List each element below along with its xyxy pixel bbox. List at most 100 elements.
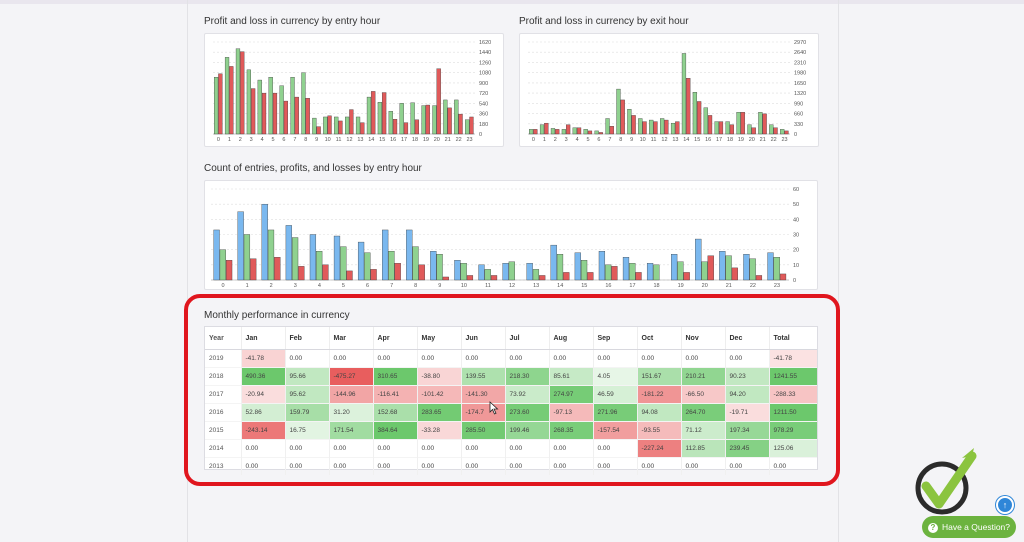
y-tick-label: 20 — [793, 248, 799, 254]
bar — [767, 252, 774, 281]
value-cell: 0.00 — [284, 349, 329, 368]
x-tick-label: 15 — [379, 137, 385, 143]
bar — [635, 272, 642, 281]
bar — [697, 101, 702, 135]
value-cell: 0.00 — [504, 349, 549, 368]
x-tick-label: 9 — [315, 137, 318, 143]
bar — [631, 115, 636, 135]
x-tick-label: 14 — [368, 137, 374, 143]
y-tick-label: 720 — [479, 91, 488, 97]
bar — [333, 235, 341, 281]
bar — [773, 257, 780, 281]
year-cell: 2016 — [205, 403, 241, 422]
bar — [219, 249, 226, 281]
bar — [780, 129, 785, 135]
bar — [703, 107, 708, 135]
scroll-to-top-button[interactable]: ↑ — [996, 496, 1014, 514]
value-cell: -227.24 — [636, 439, 681, 458]
bar — [382, 229, 389, 281]
count-by-entry-hour-chart: 0 10 20 30 40 50 60 0 1 2 3 4 5 6 7 8 9 10 11 12 13 14 15 16 17 1… — [204, 180, 818, 290]
x-tick-label: 7 — [608, 137, 611, 143]
x-tick-label: 8 — [304, 137, 307, 143]
bar — [388, 251, 395, 281]
bar — [298, 266, 305, 281]
value-cell: 285.50 — [460, 421, 505, 440]
value-cell: 0.00 — [724, 349, 769, 368]
bar — [382, 92, 387, 135]
bar — [478, 264, 485, 281]
value-cell: 0.00 — [416, 349, 461, 368]
bar — [566, 124, 571, 135]
bar — [458, 113, 463, 135]
x-tick-label: 6 — [366, 283, 369, 289]
bar — [653, 264, 660, 281]
y-tick-label: 50 — [793, 202, 799, 208]
bar — [454, 99, 459, 135]
bar — [312, 117, 317, 135]
value-cell: 0.00 — [548, 439, 593, 458]
bar — [629, 263, 636, 281]
value-cell: -19.71 — [724, 403, 769, 422]
y-tick-label: 0 — [793, 278, 796, 284]
bar — [235, 48, 241, 135]
x-tick-label: 1 — [228, 137, 231, 143]
bar — [323, 116, 328, 135]
bar — [784, 130, 789, 135]
bar — [290, 77, 295, 135]
value-cell: -41.78 — [768, 349, 817, 368]
y-tick-label: 1440 — [479, 50, 491, 56]
bar — [364, 252, 371, 281]
x-tick-label: 22 — [750, 283, 756, 289]
value-cell: 0.00 — [636, 457, 681, 475]
have-a-question-button[interactable]: ? Have a Question? — [922, 516, 1016, 538]
value-cell: 1241.55 — [768, 367, 817, 386]
x-tick-label: 17 — [401, 137, 407, 143]
bar — [301, 72, 306, 135]
value-cell: 0.00 — [240, 439, 285, 458]
y-tick-label: 0 — [479, 132, 482, 138]
value-cell: 0.00 — [240, 457, 285, 475]
monthly-performance-title: Monthly performance in currency — [204, 310, 350, 321]
bar — [349, 109, 354, 135]
bar — [403, 122, 409, 135]
bar — [218, 73, 223, 135]
value-cell: 139.55 — [460, 367, 505, 386]
bar — [508, 261, 515, 281]
value-cell: 0.00 — [724, 457, 769, 475]
bar — [425, 104, 430, 135]
bar — [418, 264, 425, 281]
x-tick-label: 19 — [738, 137, 744, 143]
x-tick-label: 1 — [543, 137, 546, 143]
y-tick-label: 1620 — [479, 40, 491, 46]
y-tick-label: 360 — [479, 112, 488, 118]
value-cell: 85.61 — [548, 367, 593, 386]
value-cell: 52.86 — [240, 403, 285, 422]
bar — [583, 129, 588, 135]
x-tick-label: 7 — [293, 137, 296, 143]
x-tick-label: 3 — [565, 137, 568, 143]
bar — [334, 116, 339, 135]
x-tick-label: 23 — [466, 137, 472, 143]
bar — [707, 115, 713, 135]
bar — [412, 246, 419, 281]
value-cell: 0.00 — [328, 457, 373, 475]
bar — [316, 126, 321, 135]
x-tick-label: 12 — [509, 283, 515, 289]
value-cell: 151.67 — [636, 367, 681, 386]
bar — [743, 254, 750, 281]
bar — [719, 251, 726, 281]
bar — [283, 100, 288, 135]
x-tick-label: 0 — [222, 283, 225, 289]
x-tick-label: 15 — [694, 137, 700, 143]
bar — [646, 263, 654, 281]
value-cell: -33.28 — [416, 421, 461, 440]
bar — [620, 99, 625, 135]
bar — [484, 269, 491, 281]
bar — [466, 275, 474, 281]
value-cell: -141.30 — [460, 385, 505, 404]
x-tick-label: 5 — [587, 137, 590, 143]
value-cell: 0.00 — [592, 457, 637, 475]
value-cell: 0.00 — [372, 457, 417, 475]
bar — [677, 261, 684, 281]
